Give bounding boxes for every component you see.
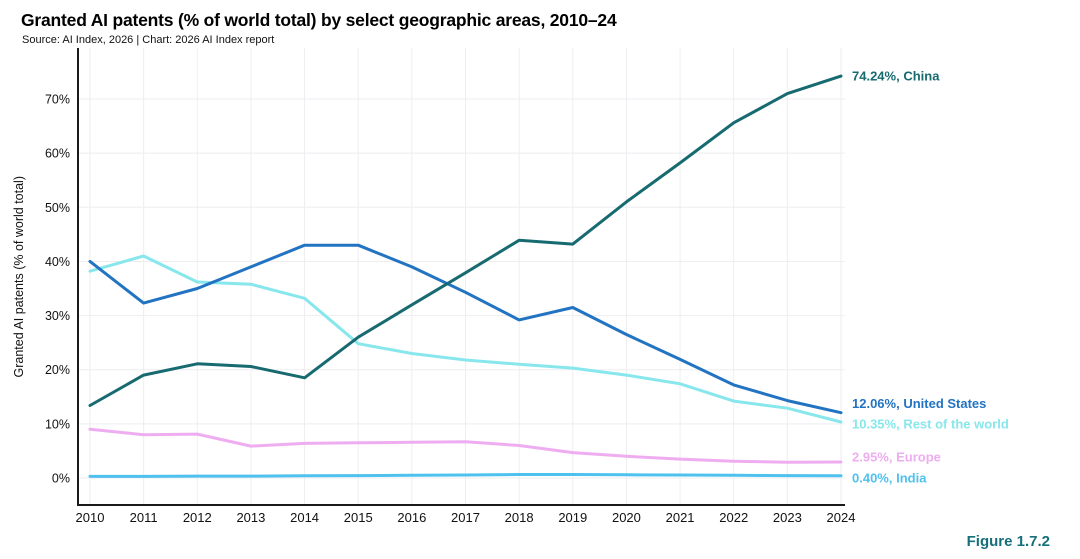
y-tick-label: 20%: [45, 363, 70, 377]
series-line-china: [88, 74, 843, 407]
x-tick-label: 2016: [397, 510, 426, 525]
series-end-label: 10.35%, Rest of the world: [852, 416, 1009, 431]
series-end-label: 12.06%, United States: [852, 396, 986, 411]
figure-label: Figure 1.7.2: [966, 533, 1050, 550]
y-tick-label: 30%: [45, 309, 70, 323]
y-tick-label: 60%: [45, 147, 70, 161]
x-tick-label: 2021: [666, 510, 695, 525]
y-tick-label: 50%: [45, 201, 70, 215]
x-tick-label: 2018: [505, 510, 534, 525]
x-tick-label: 2014: [290, 510, 319, 525]
series-end-label: 74.24%, China: [852, 69, 940, 84]
x-tick-label: 2010: [76, 510, 105, 525]
series-line-united-states: [88, 243, 843, 415]
y-tick-label: 40%: [45, 255, 70, 269]
x-tick-label: 2011: [130, 510, 158, 525]
x-tick-label: 2019: [558, 510, 587, 525]
chart-subtitle: Source: AI Index, 2026 | Chart: 2026 AI …: [22, 34, 275, 46]
series-end-label: 0.40%, India: [852, 470, 927, 485]
x-tick-label: 2013: [236, 510, 265, 525]
series-line-europe: [88, 427, 843, 464]
y-tick-label: 70%: [45, 93, 70, 107]
x-tick-label: 2017: [451, 510, 480, 525]
y-tick-label: 0%: [52, 472, 70, 486]
x-tick-label: 2012: [183, 510, 212, 525]
x-tick-label: 2015: [344, 510, 373, 525]
chart-title: Granted AI patents (% of world total) by…: [21, 10, 617, 30]
series-line-india: [88, 473, 843, 478]
series-end-label: 2.95%, Europe: [852, 450, 941, 465]
x-tick-label: 2022: [719, 510, 748, 525]
x-tick-label: 2024: [827, 510, 856, 525]
y-tick-label: 10%: [45, 417, 70, 431]
x-tick-label: 2023: [773, 510, 802, 525]
x-tick-label: 2020: [612, 510, 641, 525]
axis-lines: [77, 48, 845, 506]
